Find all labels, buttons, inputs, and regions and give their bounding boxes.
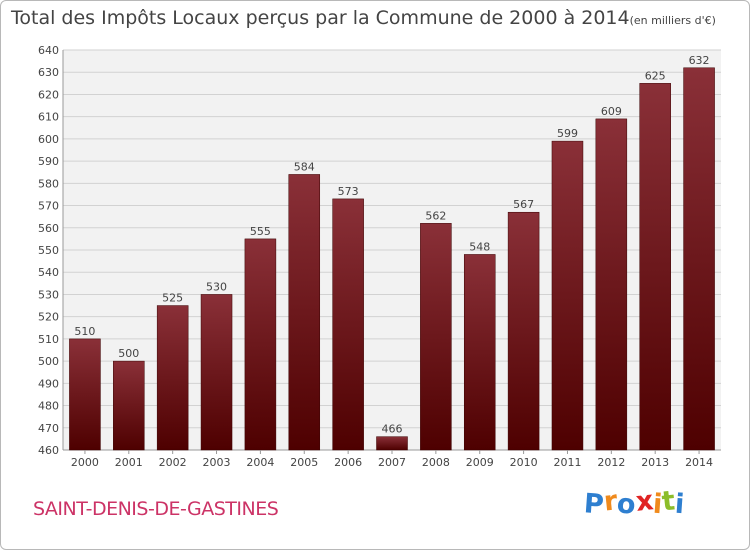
bar	[200, 294, 233, 451]
y-tick-label: 500	[38, 355, 59, 368]
data-label: 599	[557, 127, 578, 140]
y-tick-label: 600	[38, 133, 59, 146]
bar	[376, 436, 408, 451]
y-tick-label: 580	[38, 177, 59, 190]
x-tick-label: 2001	[115, 456, 143, 469]
data-label: 548	[469, 240, 490, 253]
y-tick-label: 510	[38, 333, 59, 346]
x-tick-label: 2006	[334, 456, 362, 469]
data-label: 525	[162, 292, 183, 305]
x-tick-label: 2010	[510, 456, 538, 469]
bar	[595, 118, 628, 451]
y-tick-label: 480	[38, 400, 59, 413]
y-tick-label: 520	[38, 311, 59, 324]
chart-unit-label: (en milliers d'€)	[629, 14, 716, 27]
data-label: 584	[294, 160, 315, 173]
bar	[332, 198, 364, 451]
data-label: 510	[74, 325, 95, 338]
data-label: 567	[513, 198, 534, 211]
y-tick-label: 610	[38, 111, 59, 124]
bar	[244, 238, 277, 451]
logo-letter: i	[674, 488, 686, 521]
x-tick-label: 2000	[71, 456, 99, 469]
x-tick-label: 2011	[553, 456, 581, 469]
data-label: 466	[382, 423, 403, 436]
data-label: 573	[338, 185, 359, 198]
data-label: 562	[425, 209, 446, 222]
y-tick-label: 530	[38, 288, 59, 301]
x-tick-label: 2014	[685, 456, 713, 469]
y-tick-label: 630	[38, 66, 59, 79]
y-tick-label: 470	[38, 422, 59, 435]
y-tick-label: 540	[38, 266, 59, 279]
bar	[156, 305, 189, 451]
y-tick-label: 550	[38, 244, 59, 257]
y-tick-label: 490	[38, 377, 59, 390]
x-tick-label: 2008	[422, 456, 450, 469]
data-label: 530	[206, 280, 227, 293]
logo-letter: o	[616, 488, 637, 521]
x-tick-label: 2004	[246, 456, 274, 469]
logo-letter: P	[582, 488, 605, 521]
bar	[69, 338, 101, 451]
x-tick-label: 2002	[159, 456, 187, 469]
bar	[288, 174, 321, 451]
y-tick-label: 620	[38, 88, 59, 101]
bar	[551, 140, 584, 451]
proxiti-logo: Proxiti	[582, 485, 686, 521]
bar	[683, 67, 715, 451]
chart-title: Total des Impôts Locaux perçus par la Co…	[11, 7, 716, 29]
x-tick-label: 2009	[466, 456, 494, 469]
bar	[639, 83, 671, 451]
x-tick-label: 2003	[203, 456, 231, 469]
chart-title-text: Total des Impôts Locaux perçus par la Co…	[11, 7, 630, 29]
x-tick-label: 2005	[290, 456, 318, 469]
data-label: 625	[645, 69, 666, 82]
bar	[113, 360, 145, 451]
y-tick-label: 460	[38, 444, 59, 457]
x-tick-label: 2007	[378, 456, 406, 469]
bar	[463, 254, 496, 451]
data-label: 555	[250, 225, 271, 238]
data-label: 500	[118, 347, 139, 360]
commune-name: SAINT-DENIS-DE-GASTINES	[33, 498, 279, 520]
data-label: 632	[689, 54, 710, 67]
data-label: 609	[601, 105, 622, 118]
y-tick-label: 590	[38, 155, 59, 168]
bar	[507, 211, 540, 451]
y-tick-label: 640	[38, 44, 59, 57]
bar	[420, 223, 452, 451]
x-tick-label: 2013	[641, 456, 669, 469]
y-tick-label: 560	[38, 222, 59, 235]
y-tick-label: 570	[38, 200, 59, 213]
x-tick-label: 2012	[597, 456, 625, 469]
